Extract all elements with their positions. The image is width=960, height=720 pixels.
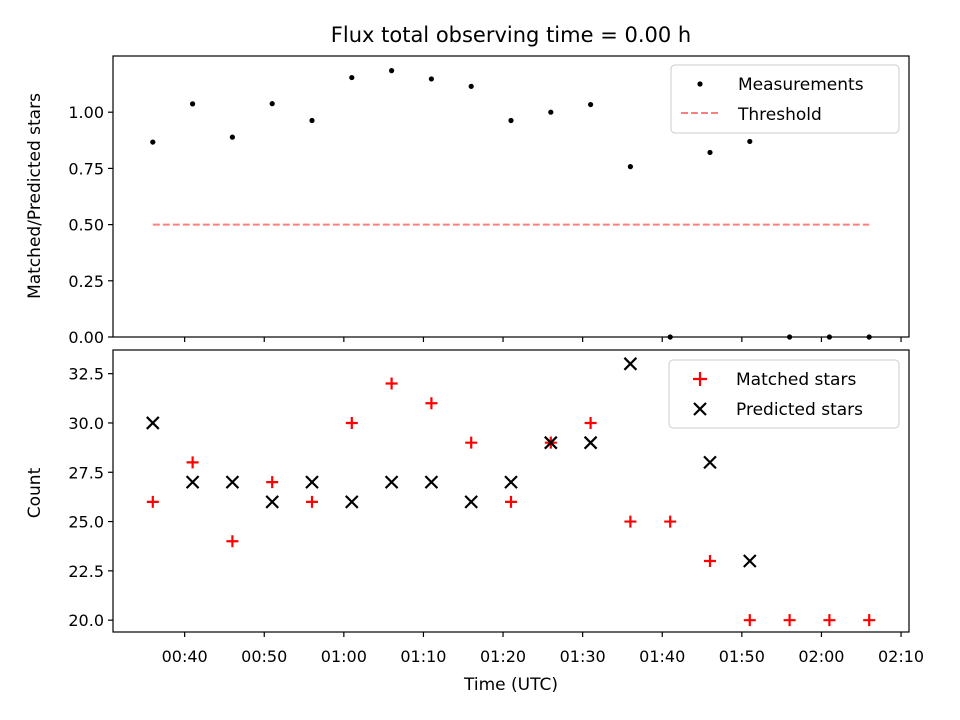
legend-predicted-label: Predicted stars	[736, 400, 863, 420]
predicted-star-point	[544, 435, 558, 450]
measurement-point	[349, 74, 355, 81]
matched-star-point	[783, 614, 796, 627]
matched-star-point	[584, 416, 597, 429]
predicted-star-point	[305, 475, 319, 489]
predicted-star-point	[743, 554, 757, 568]
top-plot-frame	[112, 55, 910, 338]
measurement-point	[309, 117, 315, 124]
x-tick-label: 01:30	[560, 647, 606, 666]
measurement-point	[229, 134, 235, 140]
top-legend-box	[670, 64, 900, 134]
matched-star-point	[146, 495, 159, 508]
top-y-axis-label: Matched/Predicted stars	[25, 93, 45, 299]
predicted-star-point	[146, 416, 160, 430]
y-tick-label: 30.0	[68, 414, 104, 433]
x-tick-label: 02:00	[798, 647, 844, 666]
y-tick-label: 32.5	[68, 365, 104, 384]
matched-star-point	[743, 614, 756, 627]
matched-star-point	[425, 397, 438, 410]
predicted-star-point	[703, 455, 717, 470]
x-tick-label: 01:10	[400, 647, 446, 666]
matched-star-point	[465, 436, 478, 449]
measurement-point	[190, 101, 196, 107]
x-tick-label: 01:50	[719, 647, 765, 666]
measurement-point	[707, 149, 713, 156]
x-axis-label: Time (UTC)	[463, 675, 558, 695]
y-tick-label: 27.5	[68, 463, 104, 482]
x-tick-label: 01:40	[639, 647, 685, 666]
matched-star-point	[823, 614, 836, 627]
bottom-plot-frame	[112, 349, 910, 633]
matched-star-point	[385, 377, 398, 390]
legend-measurements-marker	[697, 81, 703, 87]
matched-star-point	[306, 495, 318, 508]
y-tick-label: 0.25	[68, 272, 104, 291]
measurement-point	[548, 109, 554, 115]
bottom-data-marks	[146, 357, 876, 627]
matched-star-point	[505, 495, 517, 508]
predicted-star-point	[464, 495, 478, 509]
bottom-legend: Matched stars Predicted stars	[668, 359, 900, 429]
y-tick-label: 0.75	[68, 159, 104, 178]
ratio-panel: Flux total observing time = 0.00 h Match…	[25, 23, 910, 347]
x-tick-label: 01:20	[480, 647, 526, 666]
bottom-legend-box	[668, 359, 900, 429]
y-tick-label: 1.00	[68, 103, 104, 122]
y-tick-label: 0.50	[68, 216, 104, 235]
legend-matched-label: Matched stars	[736, 370, 856, 390]
x-tick-label: 02:10	[878, 647, 924, 666]
matched-star-point	[186, 456, 199, 469]
matched-star-point	[704, 555, 716, 568]
y-tick-label: 0.00	[68, 328, 104, 347]
predicted-star-point	[504, 475, 518, 489]
predicted-star-point	[623, 357, 638, 371]
x-tick-label: 01:00	[321, 647, 367, 666]
legend-measurements-label: Measurements	[738, 75, 864, 95]
measurement-point	[747, 138, 753, 145]
matched-star-point	[266, 476, 279, 489]
predicted-star-point	[583, 435, 598, 450]
matched-star-point	[664, 515, 677, 528]
bottom-y-ticks: 20.0 22.5 25.0 27.5 30.0 32.5	[68, 365, 113, 630]
chart-title: Flux total observing time = 0.00 h	[331, 23, 691, 47]
top-y-ticks: 0.00 0.25 0.50 0.75 1.00	[68, 103, 113, 347]
y-tick-label: 25.0	[68, 513, 104, 532]
predicted-star-point	[265, 495, 279, 509]
measurement-point	[428, 76, 434, 82]
measurement-point	[150, 139, 156, 145]
y-tick-label: 20.0	[68, 611, 104, 630]
predicted-star-point	[345, 495, 359, 509]
bottom-x-ticks: 00:40 00:50 01:00 01:10 01:20 01:30 01:40 01:50…	[162, 632, 924, 666]
predicted-star-point	[384, 475, 399, 489]
legend-predicted-marker	[693, 402, 707, 416]
top-x-ticks	[184, 337, 902, 342]
matched-star-point	[624, 515, 637, 528]
predicted-star-point	[225, 475, 240, 489]
measurement-point	[627, 164, 634, 170]
y-tick-label: 22.5	[68, 562, 104, 581]
measurement-point	[588, 101, 594, 108]
x-tick-label: 00:40	[162, 647, 208, 666]
top-legend: Measurements Threshold	[670, 64, 900, 134]
measurement-point	[508, 117, 514, 124]
legend-threshold-label: Threshold	[737, 105, 822, 125]
matched-star-point	[345, 416, 358, 429]
x-tick-label: 00:50	[241, 647, 287, 666]
predicted-star-point	[424, 475, 439, 489]
count-panel: Count Time (UTC) 20.0 22.5 25.0 27.5 30.0 32.…	[25, 349, 924, 695]
matched-star-point	[863, 614, 876, 627]
measurement-point	[468, 83, 474, 89]
measurement-point	[269, 101, 275, 107]
measurement-point	[389, 68, 395, 74]
matched-star-point	[226, 535, 239, 548]
predicted-star-point	[185, 475, 200, 489]
legend-matched-marker	[693, 372, 707, 386]
bottom-y-axis-label: Count	[25, 467, 45, 518]
